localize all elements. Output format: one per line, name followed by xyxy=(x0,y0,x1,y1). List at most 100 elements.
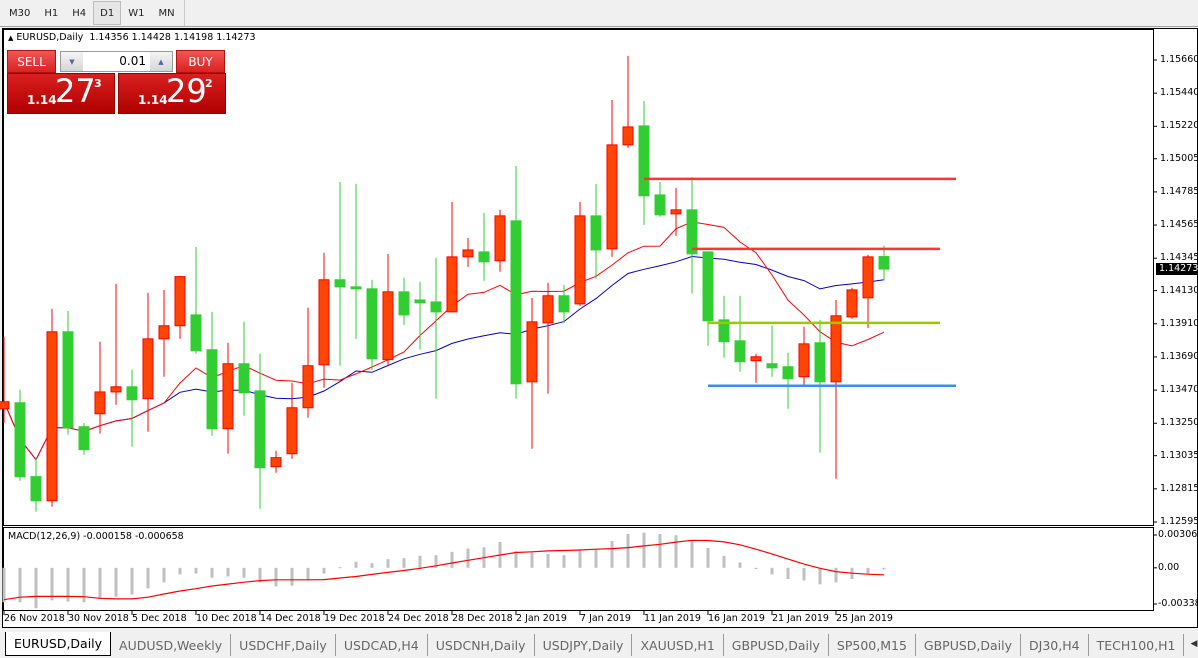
macd-label: MACD(12,26,9) -0.000158 -0.000658 xyxy=(8,531,184,542)
chart-tab[interactable]: USDCHF,Daily xyxy=(231,634,336,656)
chart-header: ▲ EURUSD,Daily 1.14356 1.14428 1.14198 1.… xyxy=(8,32,256,43)
bearish-candle xyxy=(334,279,346,288)
macd-histogram-bar xyxy=(658,534,662,568)
chart-tab[interactable]: AUDUSD,Weekly xyxy=(111,634,232,656)
sell-button[interactable]: SELL xyxy=(7,50,56,73)
symbol-title: EURUSD,Daily xyxy=(16,32,84,43)
bearish-candle xyxy=(638,125,650,197)
bearish-candle xyxy=(78,426,90,451)
buy-price-pips: 29 xyxy=(166,72,207,110)
date-tick-label: 26 Nov 2018 xyxy=(4,613,65,624)
macd-histogram-bar xyxy=(674,535,678,568)
macd-histogram-bar xyxy=(114,567,118,597)
chart-tab[interactable]: DJ30,H4 xyxy=(1021,634,1089,656)
macd-histogram-bar xyxy=(338,567,342,569)
date-tick-label: 19 Dec 2018 xyxy=(324,613,385,624)
timeframe-h4[interactable]: H4 xyxy=(72,7,87,19)
timeframe-d1[interactable]: D1 xyxy=(93,1,122,25)
collapse-triangle-icon[interactable]: ▲ xyxy=(8,34,14,42)
price-tick-label: 1.15660 xyxy=(1160,54,1198,65)
bearish-candle xyxy=(510,220,522,385)
macd-histogram-bar xyxy=(738,562,742,568)
date-tick-label: 2 Jan 2019 xyxy=(516,613,567,624)
bullish-candle xyxy=(798,343,810,378)
bearish-candle xyxy=(238,363,250,394)
current-price-marker: 1.14273 xyxy=(1156,263,1198,276)
ma-fast-line xyxy=(3,221,885,461)
macd-histogram-bar xyxy=(882,567,886,570)
lot-size-stepper[interactable]: ▼ 0.01 ▲ xyxy=(60,51,173,72)
buy-price-button[interactable]: 1.14 29 2 xyxy=(118,72,226,114)
macd-histogram-bar xyxy=(130,567,134,595)
date-tick-label: 30 Nov 2018 xyxy=(68,613,129,624)
macd-signal-line xyxy=(3,539,885,601)
bearish-candle xyxy=(814,342,826,383)
sell-price-pips: 27 xyxy=(55,72,96,110)
date-tick-label: 21 Jan 2019 xyxy=(772,613,829,624)
chart-tab[interactable]: XAUUSD,H1 xyxy=(632,634,724,656)
chart-tab[interactable]: EURUSD,Daily xyxy=(5,632,112,656)
bearish-candle xyxy=(878,256,890,270)
macd-histogram-bar xyxy=(690,540,694,568)
chart-tab[interactable]: GBPUSD,Daily xyxy=(916,634,1022,656)
lot-increase-icon[interactable]: ▲ xyxy=(150,52,172,71)
price-pane-border xyxy=(3,29,1154,526)
macd-histogram-bar xyxy=(354,561,358,568)
bullish-candle xyxy=(462,249,474,258)
bullish-candle xyxy=(270,457,282,468)
price-tick-label: 1.12815 xyxy=(1160,482,1198,494)
chart-tab[interactable]: SP500,M15 xyxy=(829,634,916,656)
macd-histogram-bar xyxy=(802,567,806,581)
lot-decrease-icon[interactable]: ▼ xyxy=(61,52,83,71)
macd-histogram-bar xyxy=(18,567,22,603)
lot-size-input[interactable]: 0.01 xyxy=(119,54,146,68)
bullish-candle xyxy=(382,291,394,361)
chart-tabs: EURUSD,Daily AUDUSD,Weekly USDCHF,Daily USD… xyxy=(0,632,1198,658)
macd-histogram-bar xyxy=(786,567,790,580)
sell-price-button[interactable]: 1.14 27 3 xyxy=(7,72,115,114)
date-tick-label: 5 Dec 2018 xyxy=(132,613,187,624)
timeframe-mn[interactable]: MN xyxy=(158,7,175,19)
macd-histogram-bar xyxy=(610,540,614,568)
price-tick-label: 1.15005 xyxy=(1160,152,1198,164)
sell-price-prefix: 1.14 xyxy=(27,93,57,107)
buy-button[interactable]: BUY xyxy=(176,50,225,73)
macd-histogram-bar xyxy=(418,555,422,568)
macd-histogram-bar xyxy=(306,567,310,581)
price-tick-label: 1.13250 xyxy=(1160,417,1198,429)
bearish-candle xyxy=(590,215,602,251)
price-tick-label: 1.15440 xyxy=(1160,87,1198,99)
chart-tab[interactable]: USDJPY,Daily xyxy=(535,634,633,656)
ohlc-readout: 1.14356 1.14428 1.14198 1.14273 xyxy=(89,32,256,43)
buy-label: BUY xyxy=(188,54,213,69)
date-tick-label: 16 Jan 2019 xyxy=(708,613,765,624)
price-tick-label: 1.13690 xyxy=(1160,350,1198,362)
bearish-candle xyxy=(734,340,746,363)
bullish-candle xyxy=(494,215,506,262)
macd-histogram-bar xyxy=(530,552,534,568)
chart-tab[interactable]: USDCAD,H4 xyxy=(336,634,428,656)
bearish-candle xyxy=(766,363,778,369)
macd-histogram-bar xyxy=(434,555,438,568)
chart-tab[interactable]: GBPUSD,Daily xyxy=(724,634,829,656)
timeframe-h1[interactable]: H1 xyxy=(44,7,59,19)
bullish-candle xyxy=(222,363,234,430)
bearish-candle xyxy=(14,402,26,478)
macd-tick-label: -0.003384 xyxy=(1158,598,1198,609)
bullish-candle xyxy=(302,365,314,409)
timeframe-w1[interactable]: W1 xyxy=(128,7,145,19)
chart-tab[interactable]: USDCNH,Daily xyxy=(428,634,535,656)
toolbar-divider xyxy=(183,0,185,26)
date-tick-label: 11 Jan 2019 xyxy=(644,613,701,624)
sell-price-fraction: 3 xyxy=(94,77,102,90)
timeframe-m30[interactable]: M30 xyxy=(9,7,31,19)
bullish-candle xyxy=(318,279,330,366)
chart-canvas[interactable] xyxy=(0,0,1198,632)
tab-scroll-left-icon[interactable]: ◀ xyxy=(1190,639,1198,649)
bullish-candle xyxy=(670,209,682,215)
bullish-candle xyxy=(94,391,106,415)
bearish-candle xyxy=(718,319,730,343)
bearish-candle xyxy=(702,251,714,322)
macd-histogram-bar xyxy=(386,559,390,568)
chart-tab[interactable]: TECH100,H1 xyxy=(1089,634,1185,656)
